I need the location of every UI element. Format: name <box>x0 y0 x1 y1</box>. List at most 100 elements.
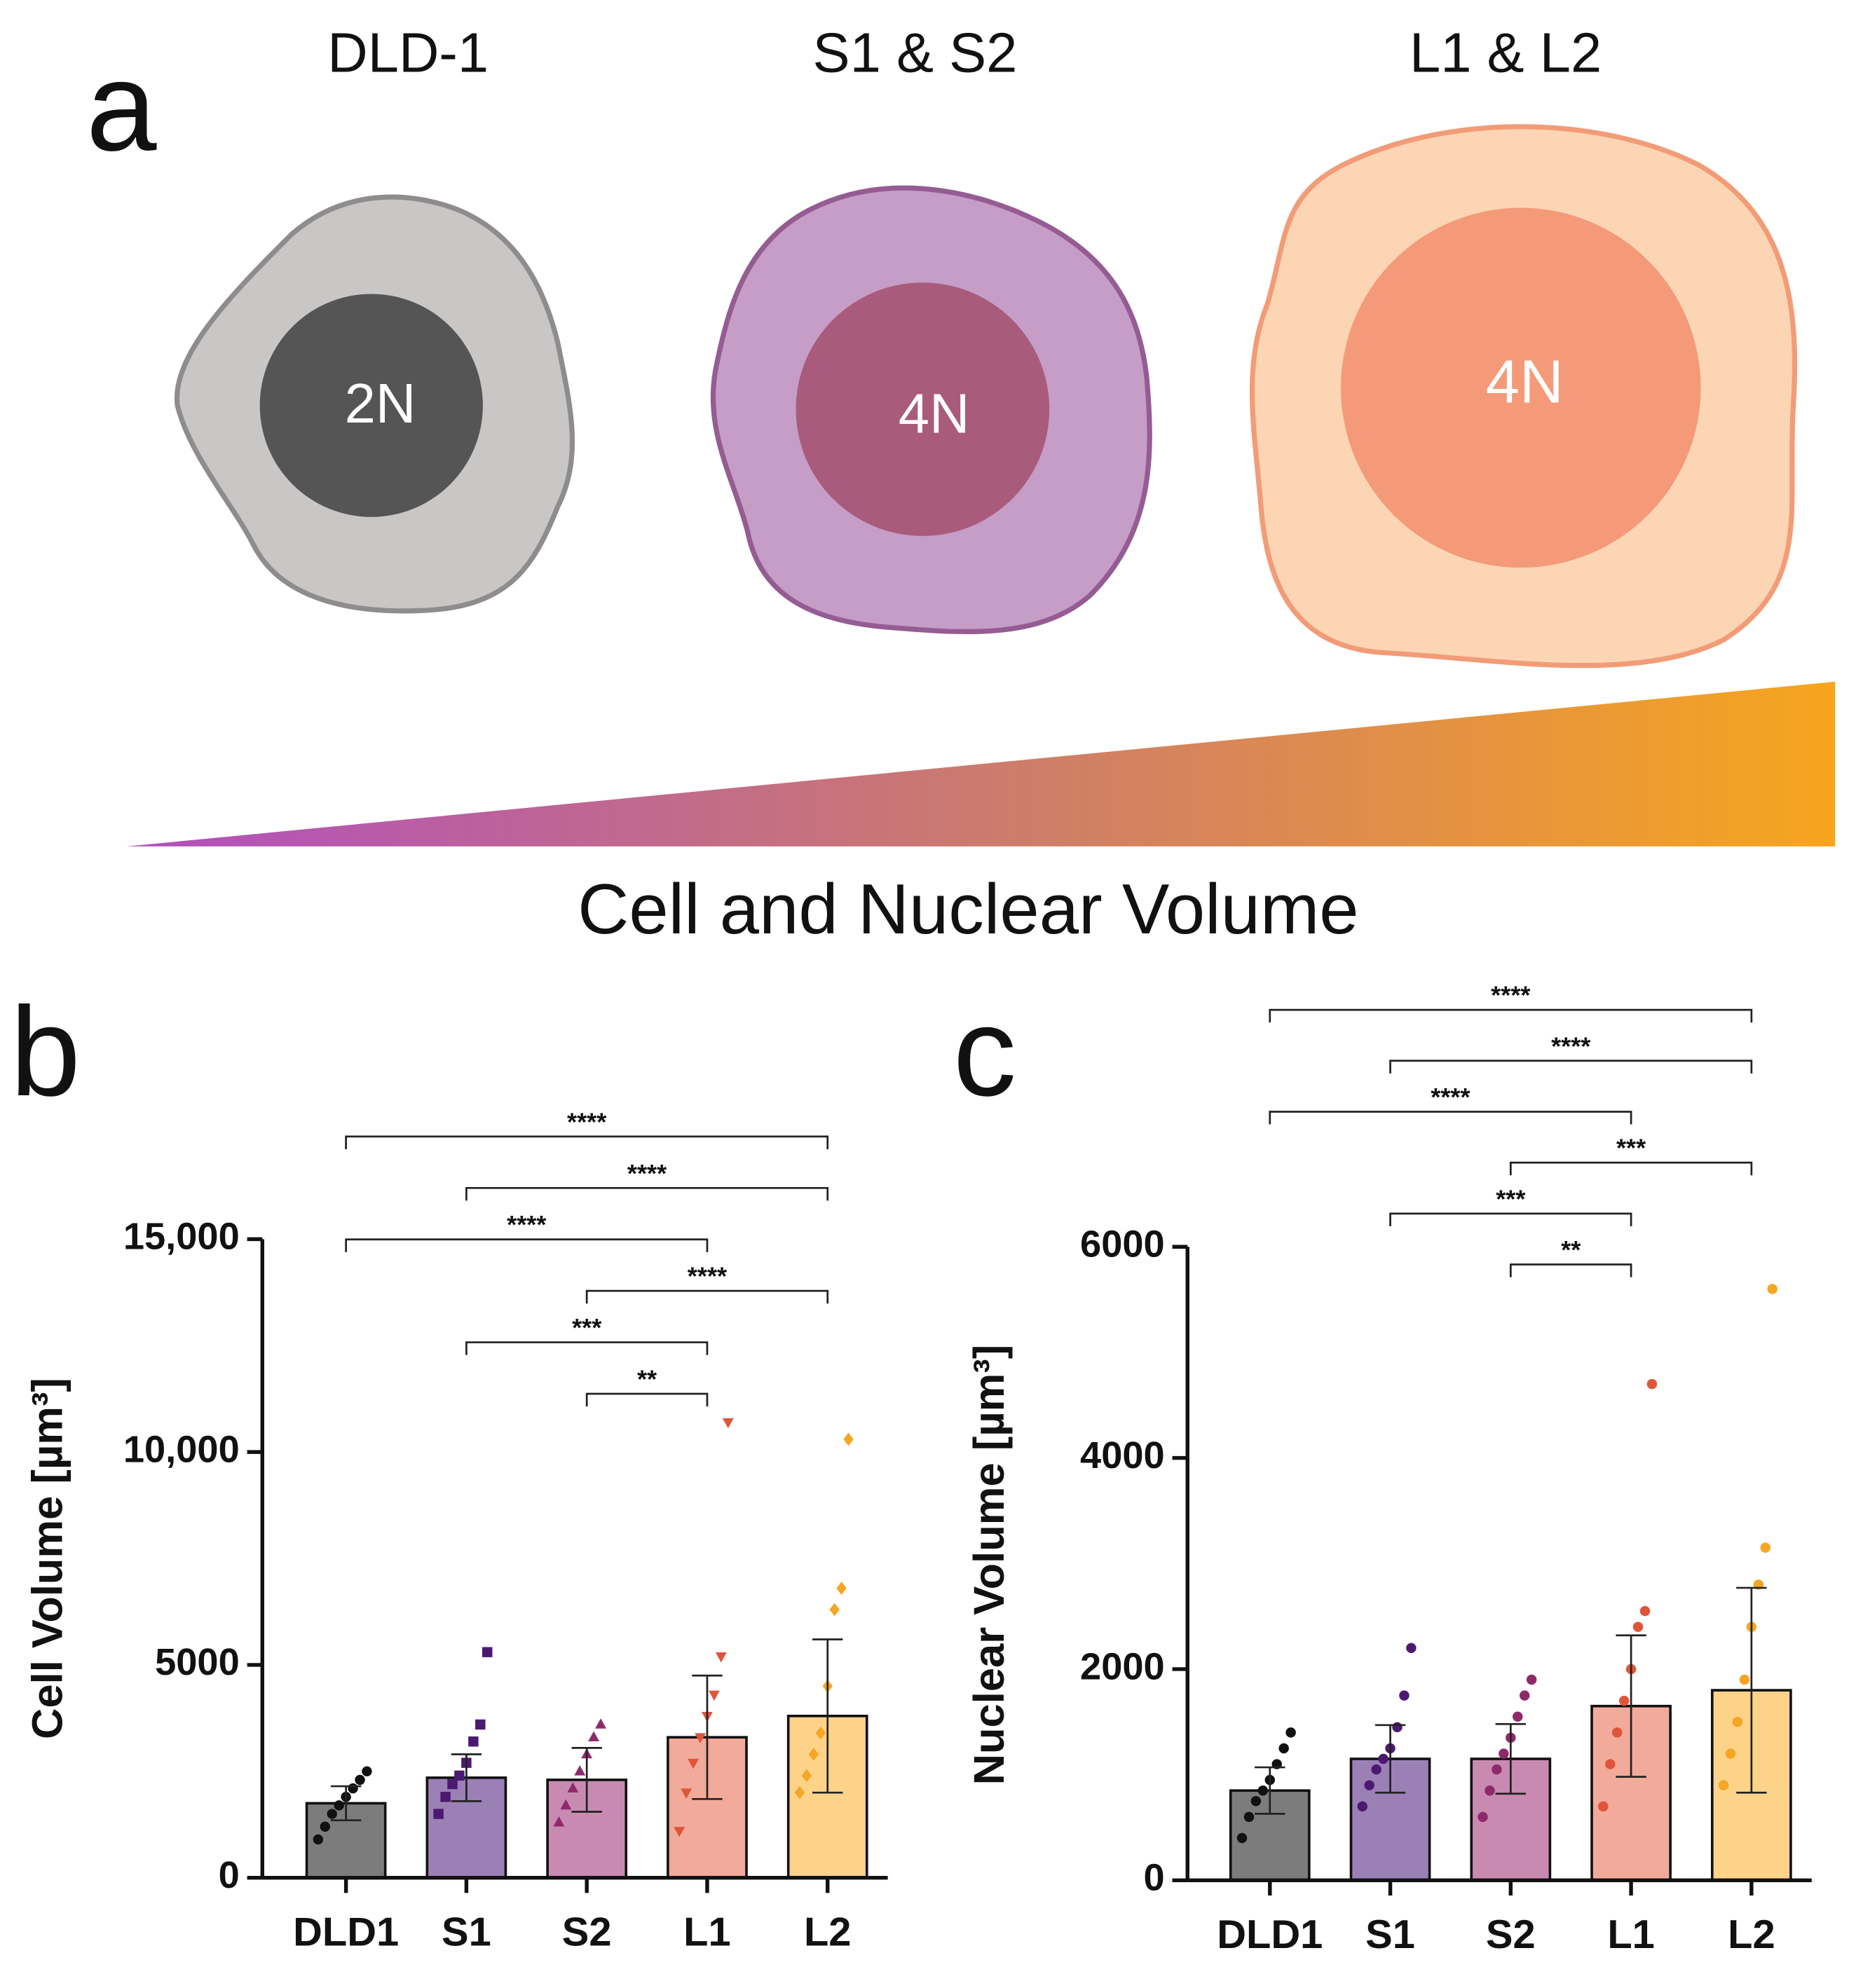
significance-bracket <box>465 1341 709 1355</box>
data-point <box>688 1758 700 1769</box>
data-point <box>475 1719 486 1730</box>
data-point <box>1646 1378 1658 1390</box>
data-point <box>1499 1748 1509 1759</box>
data-point <box>1639 1605 1651 1617</box>
nucleus-label: 2N <box>345 372 416 434</box>
error-bar <box>812 1638 843 1794</box>
data-point <box>1257 1785 1269 1796</box>
panel-label: c <box>953 981 1016 1123</box>
volume-gradient <box>126 681 1836 846</box>
gradient-label: Cell and Nuclear Volume <box>578 870 1358 949</box>
data-point <box>1767 1284 1777 1294</box>
data-point <box>1739 1674 1750 1685</box>
error-bar <box>692 1674 723 1800</box>
data-point <box>836 1582 847 1595</box>
significance-bracket <box>1269 1008 1753 1023</box>
y-tick-label: 0 <box>1144 1857 1165 1899</box>
data-point <box>829 1603 840 1617</box>
data-point <box>433 1809 444 1819</box>
panel-label: a <box>86 36 157 177</box>
x-tick-label: L2 <box>804 1910 852 1954</box>
x-tick-label: S2 <box>562 1910 612 1954</box>
significance-label: ** <box>1561 1235 1581 1264</box>
significance-label: *** <box>572 1313 602 1342</box>
x-tick-label: S2 <box>1486 1912 1536 1957</box>
y-tick-label: 10,000 <box>123 1428 240 1470</box>
data-point <box>1618 1695 1630 1706</box>
significance-label: **** <box>627 1159 667 1188</box>
data-point <box>1278 1743 1289 1754</box>
y-tick-label: 5000 <box>155 1641 240 1683</box>
error-bar <box>1255 1766 1285 1815</box>
significance-label: **** <box>1551 1031 1591 1060</box>
nucleus <box>1341 207 1701 568</box>
nucleus <box>796 282 1050 536</box>
x-tick-label: DLD1 <box>293 1910 399 1954</box>
x-tick-label: S1 <box>442 1910 491 1954</box>
x-tick-label: DLD1 <box>1217 1912 1323 1957</box>
data-point <box>320 1821 331 1832</box>
significance-bracket <box>1389 1212 1632 1226</box>
data-point <box>1598 1801 1609 1812</box>
significance-label: **** <box>1431 1083 1470 1111</box>
significance-bracket <box>1269 1111 1632 1125</box>
cell-title: S1 & S2 <box>813 21 1018 83</box>
significance-bracket <box>1509 1161 1753 1176</box>
error-bar <box>451 1753 482 1802</box>
significance-label: *** <box>1616 1134 1646 1163</box>
data-point <box>454 1770 465 1781</box>
significance-label: **** <box>507 1210 547 1239</box>
data-point <box>1236 1832 1248 1844</box>
data-point <box>1718 1780 1729 1790</box>
x-tick-label: S1 <box>1365 1912 1415 1957</box>
significance-bracket <box>585 1289 829 1304</box>
data-point <box>1725 1748 1736 1759</box>
significance-bracket <box>345 1135 829 1149</box>
data-point <box>1732 1717 1743 1727</box>
data-point <box>313 1834 324 1845</box>
data-point <box>808 1748 819 1761</box>
data-point <box>1378 1753 1388 1764</box>
data-point <box>1371 1764 1381 1775</box>
data-point <box>567 1782 579 1792</box>
data-point <box>794 1785 805 1800</box>
significance-label: **** <box>688 1262 728 1291</box>
panel-label: b <box>10 981 81 1123</box>
cell-title: L1 & L2 <box>1410 21 1602 83</box>
data-point <box>1526 1674 1537 1685</box>
data-point <box>1632 1622 1644 1632</box>
data-point <box>1406 1643 1417 1654</box>
significance-bracket <box>345 1238 709 1252</box>
significance-label: ** <box>637 1364 657 1393</box>
data-point <box>1357 1801 1368 1812</box>
data-point <box>468 1736 479 1747</box>
significance-label: *** <box>1496 1184 1526 1213</box>
data-point <box>1492 1764 1502 1775</box>
data-point <box>1243 1811 1255 1823</box>
data-point <box>447 1778 458 1790</box>
y-tick-label: 6000 <box>1080 1223 1165 1266</box>
y-axis-label: Nuclear Volume [µm³] <box>965 1345 1014 1785</box>
error-bar <box>1374 1724 1406 1794</box>
data-point <box>681 1788 692 1799</box>
data-point <box>708 1690 720 1701</box>
data-point <box>1399 1690 1410 1701</box>
data-point <box>715 1652 727 1663</box>
y-axis-label: Cell Volume [µm³] <box>24 1378 72 1739</box>
error-bar <box>330 1785 362 1822</box>
data-point <box>1478 1811 1488 1823</box>
data-point <box>595 1718 607 1729</box>
y-tick-label: 0 <box>219 1854 240 1896</box>
data-point <box>1519 1690 1530 1701</box>
significance-bracket <box>1389 1060 1753 1074</box>
significance-label: **** <box>567 1107 607 1136</box>
data-point <box>815 1726 826 1740</box>
data-point <box>843 1432 854 1446</box>
nucleus-label: 4N <box>899 383 970 445</box>
data-point <box>355 1774 365 1785</box>
data-point <box>588 1731 600 1741</box>
error-bar <box>1736 1586 1767 1794</box>
data-point <box>1760 1542 1771 1553</box>
